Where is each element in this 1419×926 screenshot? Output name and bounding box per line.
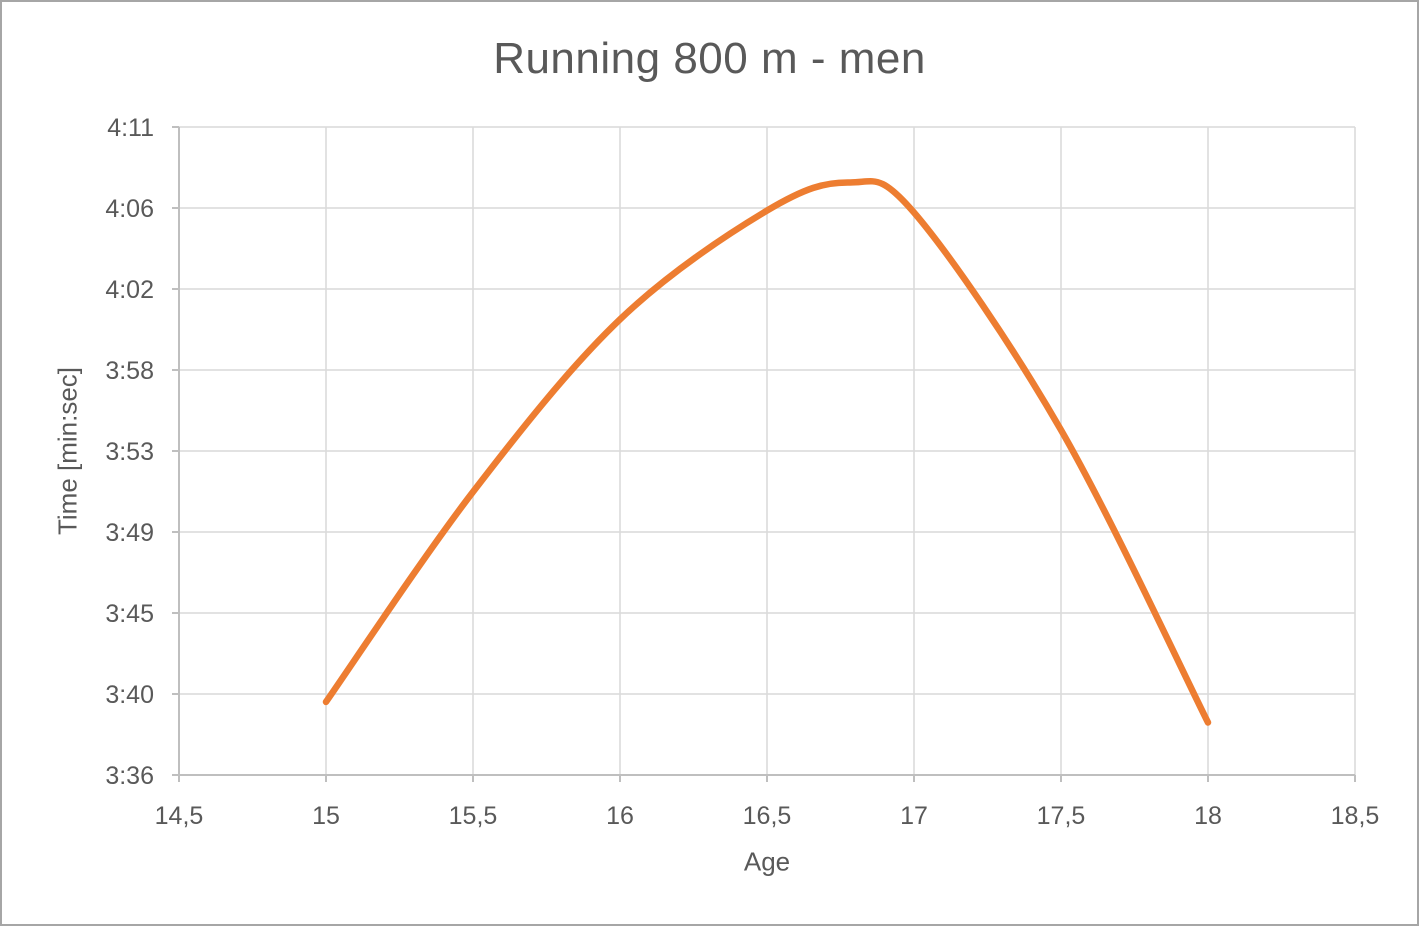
chart-title: Running 800 m - men xyxy=(493,34,926,83)
x-tick-label: 16 xyxy=(606,802,634,830)
series-line[interactable] xyxy=(322,178,1212,726)
y-axis-title: Time [min:sec] xyxy=(52,366,83,536)
y-tick-label: 3:49 xyxy=(105,519,154,547)
y-tick-label: 3:53 xyxy=(105,438,154,466)
x-tick-label: 18 xyxy=(1194,802,1222,830)
y-tick-label: 3:45 xyxy=(105,600,154,628)
x-tick-label: 18,5 xyxy=(1331,802,1380,830)
x-tick-label: 14,5 xyxy=(155,802,204,830)
y-tick-label: 4:02 xyxy=(105,276,154,304)
x-tick-label: 15,5 xyxy=(449,802,498,830)
x-tick-label: 15 xyxy=(312,802,340,830)
y-tick-label: 3:40 xyxy=(105,681,154,709)
y-tick-label: 3:58 xyxy=(105,357,154,385)
x-tick-label: 17 xyxy=(900,802,928,830)
x-tick-label: 16,5 xyxy=(743,802,792,830)
x-tick-label: 17,5 xyxy=(1037,802,1086,830)
y-tick-label: 4:11 xyxy=(107,114,154,142)
x-axis-title: Age xyxy=(743,846,791,877)
y-tick-label: 3:36 xyxy=(105,762,154,790)
y-tick-label: 4:06 xyxy=(105,195,154,223)
